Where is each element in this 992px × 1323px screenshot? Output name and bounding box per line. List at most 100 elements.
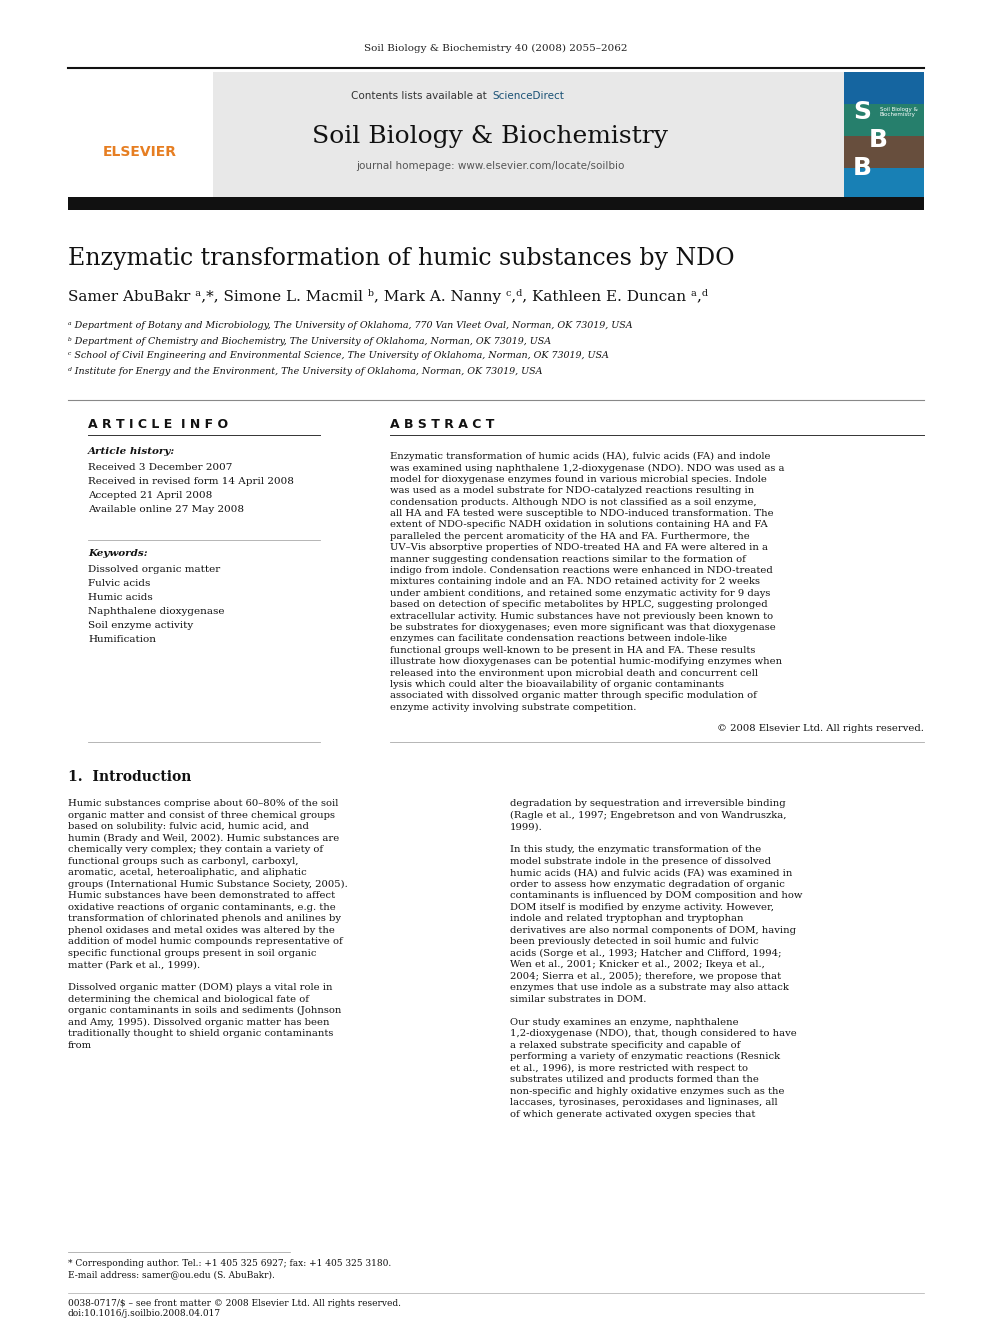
Text: In this study, the enzymatic transformation of the: In this study, the enzymatic transformat…: [510, 845, 761, 855]
Text: journal homepage: www.elsevier.com/locate/soilbio: journal homepage: www.elsevier.com/locat…: [356, 161, 624, 171]
Text: chemically very complex; they contain a variety of: chemically very complex; they contain a …: [68, 845, 323, 855]
Text: Soil Biology &
Biochemistry: Soil Biology & Biochemistry: [880, 107, 918, 118]
Text: doi:10.1016/j.soilbio.2008.04.017: doi:10.1016/j.soilbio.2008.04.017: [68, 1310, 221, 1319]
Text: model for dioxygenase enzymes found in various microbial species. Indole: model for dioxygenase enzymes found in v…: [390, 475, 767, 484]
Text: S: S: [853, 101, 871, 124]
Bar: [844, 168, 924, 200]
Text: organic contaminants in soils and sediments (Johnson: organic contaminants in soils and sedime…: [68, 1007, 341, 1015]
Text: enzymes can facilitate condensation reactions between indole-like: enzymes can facilitate condensation reac…: [390, 635, 727, 643]
Text: extent of NDO-specific NADH oxidation in solutions containing HA and FA: extent of NDO-specific NADH oxidation in…: [390, 520, 768, 529]
Text: Dissolved organic matter: Dissolved organic matter: [88, 565, 220, 573]
Text: traditionally thought to shield organic contaminants: traditionally thought to shield organic …: [68, 1029, 333, 1039]
Text: matter (Park et al., 1999).: matter (Park et al., 1999).: [68, 960, 200, 970]
Text: E-mail address: samer@ou.edu (S. AbuBakr).: E-mail address: samer@ou.edu (S. AbuBakr…: [68, 1270, 275, 1279]
Text: humic acids (HA) and fulvic acids (FA) was examined in: humic acids (HA) and fulvic acids (FA) w…: [510, 868, 793, 877]
Text: Our study examines an enzyme, naphthalene: Our study examines an enzyme, naphthalen…: [510, 1017, 739, 1027]
Text: 1,2-dioxygenase (NDO), that, though considered to have: 1,2-dioxygenase (NDO), that, though cons…: [510, 1029, 797, 1039]
Text: aromatic, acetal, heteroaliphatic, and aliphatic: aromatic, acetal, heteroaliphatic, and a…: [68, 868, 307, 877]
Text: © 2008 Elsevier Ltd. All rights reserved.: © 2008 Elsevier Ltd. All rights reserved…: [717, 724, 924, 733]
Text: enzymes that use indole as a substrate may also attack: enzymes that use indole as a substrate m…: [510, 983, 789, 992]
Text: functional groups well-known to be present in HA and FA. These results: functional groups well-known to be prese…: [390, 646, 755, 655]
Text: phenol oxidases and metal oxides was altered by the: phenol oxidases and metal oxides was alt…: [68, 926, 335, 935]
Text: Enzymatic transformation of humic acids (HA), fulvic acids (FA) and indole: Enzymatic transformation of humic acids …: [390, 452, 771, 462]
Text: and Amy, 1995). Dissolved organic matter has been: and Amy, 1995). Dissolved organic matter…: [68, 1017, 329, 1027]
Text: indigo from indole. Condensation reactions were enhanced in NDO-treated: indigo from indole. Condensation reactio…: [390, 566, 773, 576]
Text: B: B: [869, 128, 888, 152]
Text: * Corresponding author. Tel.: +1 405 325 6927; fax: +1 405 325 3180.: * Corresponding author. Tel.: +1 405 325…: [68, 1258, 391, 1267]
Text: based on solubility: fulvic acid, humic acid, and: based on solubility: fulvic acid, humic …: [68, 822, 309, 831]
Text: Received 3 December 2007: Received 3 December 2007: [88, 463, 232, 471]
Text: similar substrates in DOM.: similar substrates in DOM.: [510, 995, 647, 1004]
Text: organic matter and consist of three chemical groups: organic matter and consist of three chem…: [68, 811, 335, 820]
Text: Enzymatic transformation of humic substances by NDO: Enzymatic transformation of humic substa…: [68, 246, 735, 270]
Text: non-specific and highly oxidative enzymes such as the: non-specific and highly oxidative enzyme…: [510, 1086, 785, 1095]
Text: illustrate how dioxygenases can be potential humic-modifying enzymes when: illustrate how dioxygenases can be poten…: [390, 658, 782, 667]
Text: groups (International Humic Substance Society, 2005).: groups (International Humic Substance So…: [68, 880, 348, 889]
Bar: [68, 71, 213, 200]
Text: ScienceDirect: ScienceDirect: [492, 91, 563, 101]
Text: Contents lists available at: Contents lists available at: [351, 91, 490, 101]
Text: determining the chemical and biological fate of: determining the chemical and biological …: [68, 995, 309, 1004]
Text: Humic substances have been demonstrated to affect: Humic substances have been demonstrated …: [68, 892, 335, 900]
Text: contaminants is influenced by DOM composition and how: contaminants is influenced by DOM compos…: [510, 892, 803, 900]
Text: released into the environment upon microbial death and concurrent cell: released into the environment upon micro…: [390, 668, 758, 677]
Text: a relaxed substrate specificity and capable of: a relaxed substrate specificity and capa…: [510, 1041, 740, 1049]
Bar: [68, 197, 924, 210]
Text: Humic substances comprise about 60–80% of the soil: Humic substances comprise about 60–80% o…: [68, 799, 338, 808]
Text: Naphthalene dioxygenase: Naphthalene dioxygenase: [88, 606, 224, 615]
Text: ᵈ Institute for Energy and the Environment, The University of Oklahoma, Norman, : ᵈ Institute for Energy and the Environme…: [68, 366, 543, 376]
Text: 1999).: 1999).: [510, 822, 543, 831]
Text: all HA and FA tested were susceptible to NDO-induced transformation. The: all HA and FA tested were susceptible to…: [390, 509, 774, 519]
Text: ELSEVIER: ELSEVIER: [103, 146, 177, 159]
Bar: [844, 71, 924, 105]
Text: humin (Brady and Weil, 2002). Humic substances are: humin (Brady and Weil, 2002). Humic subs…: [68, 833, 339, 843]
Text: extracellular activity. Humic substances have not previously been known to: extracellular activity. Humic substances…: [390, 611, 773, 620]
Text: 1.  Introduction: 1. Introduction: [68, 770, 191, 785]
Text: oxidative reactions of organic contaminants, e.g. the: oxidative reactions of organic contamina…: [68, 902, 335, 912]
Text: addition of model humic compounds representative of: addition of model humic compounds repres…: [68, 937, 343, 946]
Text: manner suggesting condensation reactions similar to the formation of: manner suggesting condensation reactions…: [390, 554, 746, 564]
Text: Wen et al., 2001; Knicker et al., 2002; Ikeya et al.,: Wen et al., 2001; Knicker et al., 2002; …: [510, 960, 765, 970]
Bar: [844, 136, 924, 168]
Text: under ambient conditions, and retained some enzymatic activity for 9 days: under ambient conditions, and retained s…: [390, 589, 771, 598]
Text: UV–Vis absorptive properties of NDO-treated HA and FA were altered in a: UV–Vis absorptive properties of NDO-trea…: [390, 544, 768, 552]
Text: Humification: Humification: [88, 635, 156, 643]
Text: of which generate activated oxygen species that: of which generate activated oxygen speci…: [510, 1110, 755, 1119]
Text: model substrate indole in the presence of dissolved: model substrate indole in the presence o…: [510, 857, 771, 865]
Text: performing a variety of enzymatic reactions (Resnick: performing a variety of enzymatic reacti…: [510, 1052, 780, 1061]
Text: indole and related tryptophan and tryptophan: indole and related tryptophan and trypto…: [510, 914, 743, 923]
Text: Samer AbuBakr ᵃ,*, Simone L. Macmil ᵇ, Mark A. Nanny ᶜ,ᵈ, Kathleen E. Duncan ᵃ,ᵈ: Samer AbuBakr ᵃ,*, Simone L. Macmil ᵇ, M…: [68, 288, 708, 303]
Text: Keywords:: Keywords:: [88, 549, 148, 558]
Text: Fulvic acids: Fulvic acids: [88, 578, 151, 587]
Bar: [844, 71, 924, 200]
Bar: [68, 71, 924, 200]
Text: from: from: [68, 1041, 92, 1049]
Text: been previously detected in soil humic and fulvic: been previously detected in soil humic a…: [510, 937, 759, 946]
Text: specific functional groups present in soil organic: specific functional groups present in so…: [68, 949, 316, 958]
Text: Humic acids: Humic acids: [88, 593, 153, 602]
Text: associated with dissolved organic matter through specific modulation of: associated with dissolved organic matter…: [390, 692, 757, 700]
Text: paralleled the percent aromaticity of the HA and FA. Furthermore, the: paralleled the percent aromaticity of th…: [390, 532, 750, 541]
Text: Available online 27 May 2008: Available online 27 May 2008: [88, 504, 244, 513]
Text: B: B: [852, 156, 872, 180]
Text: Dissolved organic matter (DOM) plays a vital role in: Dissolved organic matter (DOM) plays a v…: [68, 983, 332, 992]
Text: mixtures containing indole and an FA. NDO retained activity for 2 weeks: mixtures containing indole and an FA. ND…: [390, 577, 760, 586]
Text: ᵇ Department of Chemistry and Biochemistry, The University of Oklahoma, Norman, : ᵇ Department of Chemistry and Biochemist…: [68, 336, 552, 345]
Text: be substrates for dioxygenases; even more significant was that dioxygenase: be substrates for dioxygenases; even mor…: [390, 623, 776, 632]
Text: A B S T R A C T: A B S T R A C T: [390, 418, 494, 431]
Text: derivatives are also normal components of DOM, having: derivatives are also normal components o…: [510, 926, 796, 935]
Text: Received in revised form 14 April 2008: Received in revised form 14 April 2008: [88, 476, 294, 486]
Text: degradation by sequestration and irreversible binding: degradation by sequestration and irrever…: [510, 799, 786, 808]
Text: lysis which could alter the bioavailability of organic contaminants: lysis which could alter the bioavailabil…: [390, 680, 724, 689]
Text: et al., 1996), is more restricted with respect to: et al., 1996), is more restricted with r…: [510, 1064, 748, 1073]
Text: laccases, tyrosinases, peroxidases and ligninases, all: laccases, tyrosinases, peroxidases and l…: [510, 1098, 778, 1107]
Text: was examined using naphthalene 1,2-dioxygenase (NDO). NDO was used as a: was examined using naphthalene 1,2-dioxy…: [390, 463, 785, 472]
Text: 2004; Sierra et al., 2005); therefore, we propose that: 2004; Sierra et al., 2005); therefore, w…: [510, 971, 781, 980]
Text: ᶜ School of Civil Engineering and Environmental Science, The University of Oklah: ᶜ School of Civil Engineering and Enviro…: [68, 352, 609, 360]
Text: Article history:: Article history:: [88, 447, 176, 456]
Text: Soil Biology & Biochemistry: Soil Biology & Biochemistry: [312, 124, 668, 147]
Text: was used as a model substrate for NDO-catalyzed reactions resulting in: was used as a model substrate for NDO-ca…: [390, 486, 754, 495]
Text: acids (Sorge et al., 1993; Hatcher and Clifford, 1994;: acids (Sorge et al., 1993; Hatcher and C…: [510, 949, 782, 958]
Text: Accepted 21 April 2008: Accepted 21 April 2008: [88, 491, 212, 500]
Text: DOM itself is modified by enzyme activity. However,: DOM itself is modified by enzyme activit…: [510, 902, 774, 912]
